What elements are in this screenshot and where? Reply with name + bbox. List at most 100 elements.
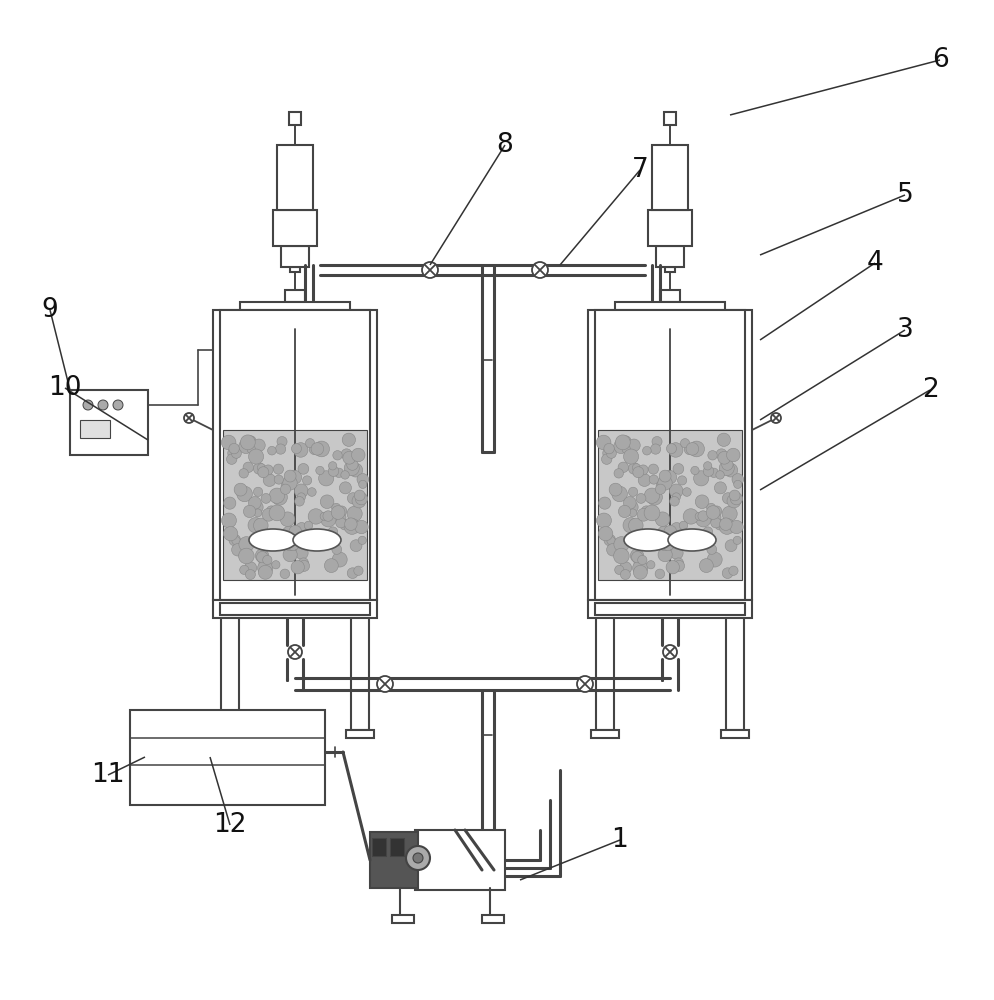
Circle shape [246,570,255,580]
Circle shape [725,540,737,552]
Circle shape [298,558,308,568]
Circle shape [253,518,267,533]
Circle shape [287,470,301,484]
Circle shape [715,471,724,479]
Circle shape [248,442,260,455]
Circle shape [291,561,304,574]
Circle shape [313,441,329,457]
Circle shape [347,568,358,578]
Circle shape [605,448,615,458]
Circle shape [227,454,237,464]
Circle shape [332,552,347,567]
Circle shape [264,539,274,548]
Circle shape [232,536,241,545]
Circle shape [706,503,715,512]
Circle shape [347,506,362,521]
Circle shape [377,676,393,692]
Circle shape [243,436,254,448]
Circle shape [620,570,630,580]
Circle shape [298,463,308,474]
Circle shape [280,569,289,579]
Bar [721,730,748,738]
Bar [223,329,367,359]
Bar [346,730,374,738]
Circle shape [628,509,636,517]
Bar [220,310,370,600]
Text: 10: 10 [48,375,82,401]
Circle shape [634,529,645,540]
Circle shape [241,435,255,450]
Bar [351,618,369,730]
Circle shape [302,476,311,485]
Circle shape [298,560,309,571]
Circle shape [295,547,308,559]
Circle shape [269,488,284,503]
Circle shape [628,463,639,474]
Circle shape [258,557,270,568]
Circle shape [643,488,659,503]
Circle shape [354,566,363,575]
Circle shape [683,509,698,524]
Circle shape [351,448,365,462]
Circle shape [232,448,242,458]
Circle shape [237,486,252,502]
Circle shape [341,471,349,479]
Circle shape [632,464,640,472]
Circle shape [239,548,253,564]
Text: 3: 3 [896,317,912,343]
Bar [624,317,715,329]
Circle shape [654,569,664,579]
Circle shape [262,532,271,541]
Circle shape [657,548,672,562]
Circle shape [334,468,343,477]
Circle shape [722,506,737,521]
Bar [390,838,404,856]
Circle shape [632,560,647,576]
Text: 12: 12 [213,812,247,838]
Bar [647,210,691,246]
Bar [414,830,505,890]
Circle shape [648,475,658,484]
Circle shape [336,506,347,516]
Bar [392,915,414,923]
Circle shape [288,525,301,538]
Circle shape [266,506,276,516]
Circle shape [184,413,194,423]
Circle shape [706,506,720,519]
Bar [221,618,239,730]
Circle shape [577,676,592,692]
Circle shape [320,495,334,509]
Circle shape [656,526,672,542]
Text: 4: 4 [866,250,883,276]
Circle shape [613,537,628,552]
Circle shape [294,484,308,498]
Text: 9: 9 [42,297,59,323]
Circle shape [677,476,686,485]
Circle shape [695,512,711,527]
Circle shape [247,445,255,454]
Circle shape [244,505,255,518]
Circle shape [83,400,92,410]
Circle shape [614,565,623,575]
Bar [289,267,300,272]
Bar [481,915,504,923]
Circle shape [328,466,338,476]
Circle shape [243,462,253,473]
Circle shape [637,532,646,541]
Circle shape [637,536,647,546]
Circle shape [631,551,642,563]
Circle shape [665,561,679,574]
Circle shape [250,501,262,513]
Circle shape [256,551,267,563]
Circle shape [695,495,708,509]
Text: 1: 1 [611,827,628,853]
Circle shape [346,459,358,470]
Circle shape [347,493,358,504]
Circle shape [632,467,643,478]
Circle shape [673,558,683,568]
Circle shape [732,474,743,485]
Circle shape [295,523,307,535]
Circle shape [281,526,297,542]
Circle shape [724,463,737,477]
Circle shape [613,469,623,478]
